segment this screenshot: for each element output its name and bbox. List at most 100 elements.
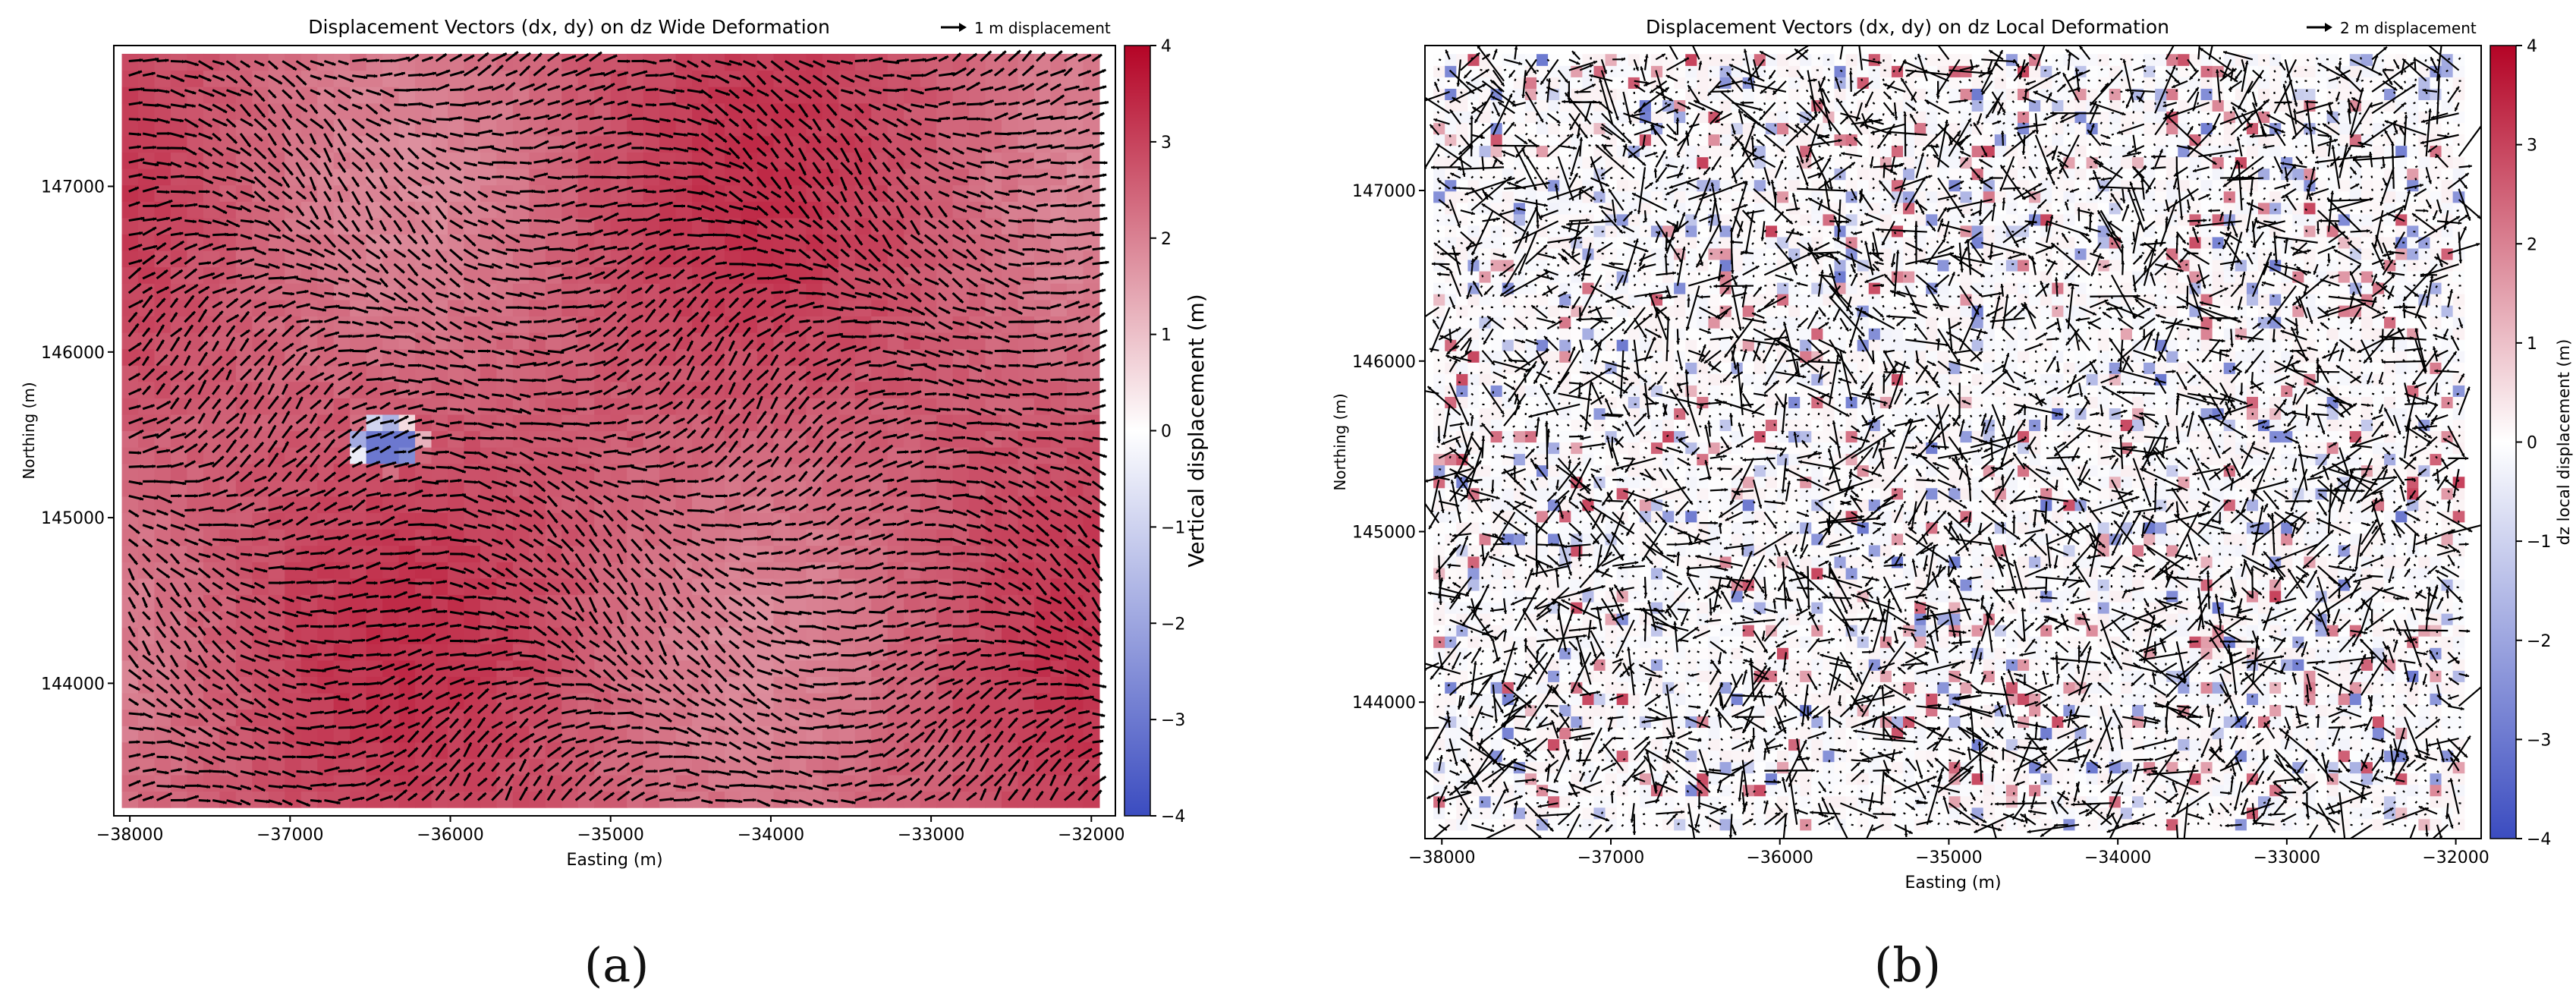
heat-cell <box>806 627 823 644</box>
heat-cell <box>627 627 644 644</box>
heat-cell <box>350 512 367 530</box>
heat-cell <box>904 644 921 661</box>
heat-cell <box>659 758 677 776</box>
heat-cell <box>741 545 758 562</box>
heat-cell <box>936 709 954 726</box>
heat-cell <box>756 119 775 137</box>
heat-cell <box>756 676 775 694</box>
heat-cell <box>268 184 285 202</box>
heat-cell <box>235 299 253 316</box>
heat-cell <box>936 774 954 792</box>
heat-cell <box>512 741 530 759</box>
heat-cell <box>985 463 1002 480</box>
heat-cell <box>594 184 612 202</box>
heat-cell <box>675 53 693 71</box>
heat-cell <box>789 316 807 333</box>
heat-cell <box>920 692 937 710</box>
heat-cell <box>952 70 970 87</box>
heat-cell <box>822 709 839 726</box>
heat-cell <box>936 152 954 169</box>
heat-cell <box>252 610 269 628</box>
heat-cell <box>1066 168 1084 186</box>
heat-cell <box>1018 135 1035 153</box>
heat-cell <box>300 512 318 530</box>
heat-cell <box>643 102 660 120</box>
heat-cell <box>448 283 465 301</box>
heat-cell <box>1050 102 1068 120</box>
heat-cell <box>985 594 1002 612</box>
heat-cell <box>464 496 481 514</box>
heat-cell <box>936 102 954 120</box>
heat-cell <box>219 741 237 759</box>
heat-cell <box>952 676 970 694</box>
heat-cell <box>448 709 465 726</box>
heat-cell <box>659 119 677 137</box>
heat-cell <box>366 463 383 480</box>
heat-cell <box>300 70 318 87</box>
heat-cell <box>643 726 660 743</box>
heat-cell <box>285 496 302 514</box>
heat-cell <box>854 594 872 612</box>
heat-cell <box>268 168 285 186</box>
heat-cell <box>366 594 383 612</box>
heat-cell <box>317 726 335 743</box>
heat-cell <box>154 480 171 497</box>
heat-cell <box>725 562 742 579</box>
heat-cell <box>448 791 465 808</box>
heat-cell <box>741 135 758 153</box>
heat-cell <box>741 529 758 546</box>
heat-cell <box>431 184 448 202</box>
heat-cell <box>300 644 318 661</box>
heat-cell <box>659 283 677 301</box>
heat-cell <box>464 447 481 464</box>
heat-cell <box>904 53 921 71</box>
heat-cell <box>1083 283 1100 301</box>
heat-cell <box>1083 512 1100 530</box>
heat-cell <box>219 659 237 677</box>
heat-cell <box>496 463 514 480</box>
heat-cell <box>806 381 823 398</box>
heat-cell <box>725 529 742 546</box>
heat-cell <box>789 283 807 301</box>
heat-cell <box>138 398 156 415</box>
heat-cell <box>170 217 188 235</box>
heat-cell <box>952 692 970 710</box>
heat-cell <box>138 266 156 284</box>
heat-cell <box>464 692 481 710</box>
heat-cell <box>121 316 139 333</box>
heat-cell <box>627 726 644 743</box>
heat-cell <box>121 53 139 71</box>
heat-cell <box>415 316 432 333</box>
heat-cell <box>1066 152 1084 169</box>
heat-cell <box>1050 529 1068 546</box>
heat-cell <box>741 381 758 398</box>
heat-cell <box>610 87 627 104</box>
heat-cell <box>512 578 530 596</box>
heat-cell <box>121 217 139 235</box>
heat-cell <box>1018 266 1035 284</box>
heat-cell <box>1018 348 1035 366</box>
heat-cell <box>187 53 204 71</box>
heat-cell <box>887 299 904 316</box>
heat-cell <box>317 447 335 464</box>
heat-cell <box>382 496 400 514</box>
heat-cell <box>1002 70 1019 87</box>
heat-cell <box>496 87 514 104</box>
heat-cell <box>854 398 872 415</box>
heat-cell <box>1050 283 1068 301</box>
heat-cell <box>708 184 725 202</box>
heat-cell <box>512 70 530 87</box>
heat-cell <box>203 201 220 219</box>
heat-cell <box>448 644 465 661</box>
heat-cell <box>398 53 416 71</box>
heat-cell <box>887 135 904 153</box>
heat-cell <box>969 463 986 480</box>
heat-cell <box>512 332 530 350</box>
heat-cell <box>594 463 612 480</box>
heat-cell <box>285 463 302 480</box>
heat-cell <box>822 119 839 137</box>
heat-cell <box>854 381 872 398</box>
heat-cell <box>317 529 335 546</box>
heat-cell <box>577 381 595 398</box>
heat-cell <box>659 610 677 628</box>
